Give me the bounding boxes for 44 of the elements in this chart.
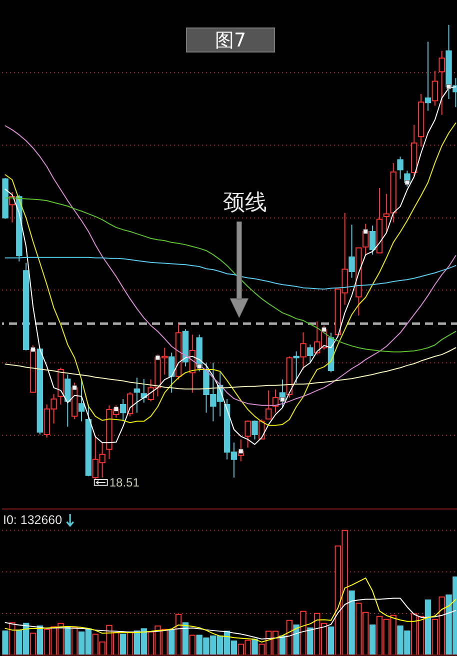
candlestick: [244, 420, 251, 448]
text: I0: 132660: [3, 513, 62, 527]
bar: [307, 627, 314, 656]
point: [363, 229, 368, 234]
bar: [168, 630, 175, 656]
candlestick: [348, 224, 355, 278]
candlestick: [266, 390, 272, 420]
bar: [328, 626, 334, 656]
candlestick: [252, 420, 258, 440]
candlestick: [369, 225, 376, 256]
candlestick: [397, 156, 404, 180]
candlestick: [134, 377, 140, 414]
bar: [293, 624, 300, 656]
bar: [2, 630, 8, 656]
candlestick: [64, 374, 71, 428]
point: [155, 355, 160, 360]
bar: [64, 626, 71, 656]
candlestick: [300, 332, 306, 370]
bar: [348, 590, 355, 656]
annotation: 18.51: [109, 475, 140, 490]
point: [446, 84, 452, 90]
point: [404, 180, 410, 185]
candlestick: [168, 352, 175, 394]
bar: [252, 638, 258, 656]
candlestick: [78, 379, 85, 422]
candlestick: [307, 344, 314, 364]
bar: [120, 634, 126, 656]
bar: [369, 624, 376, 656]
candlestick: [424, 41, 432, 112]
point: [72, 385, 78, 390]
chart-title: 图7: [214, 30, 246, 52]
candlestick: [432, 70, 438, 106]
point: [196, 364, 202, 369]
point: [114, 406, 119, 412]
candlestick: [438, 50, 445, 116]
bar: [424, 600, 432, 656]
candlestick: [383, 193, 390, 234]
point: [322, 327, 327, 332]
annotation: 颈线: [223, 190, 268, 216]
candlestick: [120, 398, 126, 422]
candlestick: [272, 389, 279, 414]
point: [30, 347, 36, 352]
candlestick: [293, 350, 300, 384]
point: [280, 397, 285, 402]
